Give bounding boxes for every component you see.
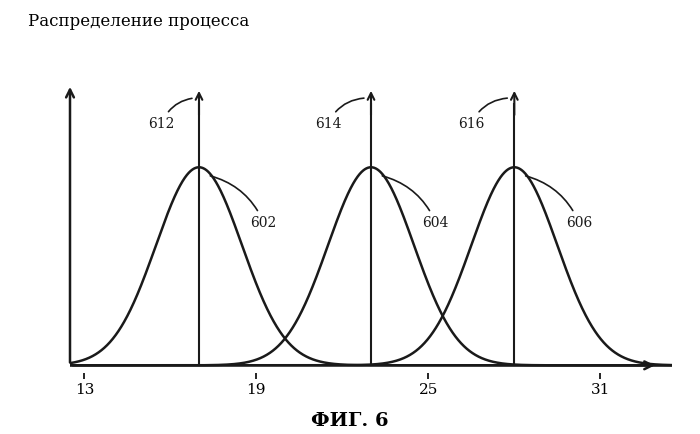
Text: 604: 604: [382, 176, 449, 230]
Text: ФИГ. 6: ФИГ. 6: [312, 412, 388, 430]
Text: 606: 606: [526, 176, 592, 230]
Text: 614: 614: [315, 98, 364, 131]
Text: 612: 612: [148, 99, 192, 131]
Text: 602: 602: [210, 176, 276, 230]
Text: 616: 616: [458, 98, 508, 131]
Text: Распределение процесса: Распределение процесса: [28, 13, 249, 30]
